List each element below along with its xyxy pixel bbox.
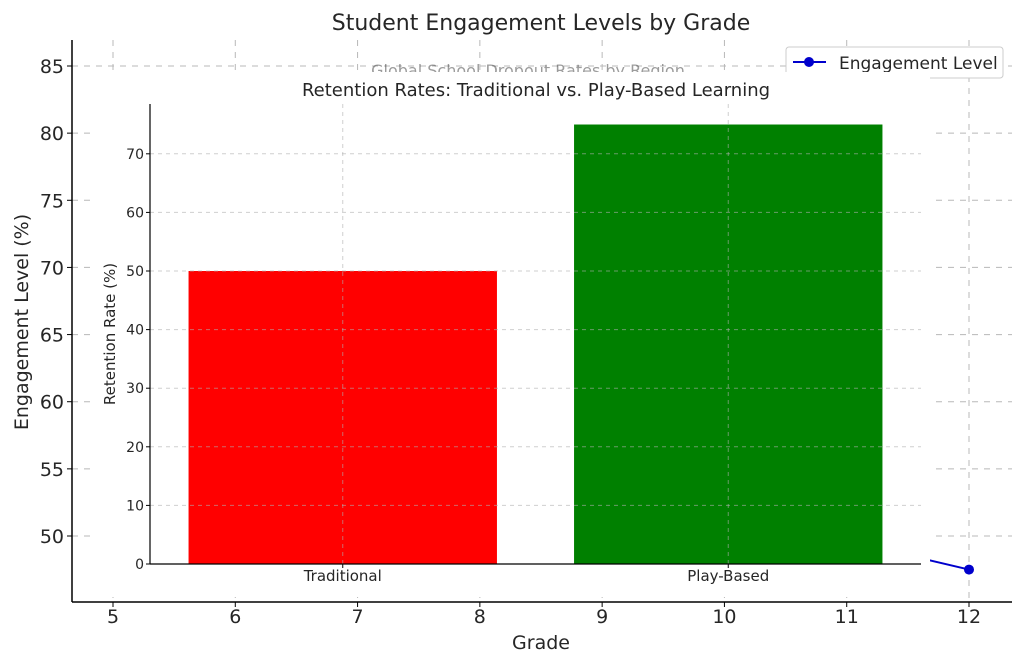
retention-y-axis-label: Retention Rate (%) bbox=[101, 263, 119, 405]
engagement-legend: Engagement Level bbox=[785, 46, 1004, 79]
y-tick-label: 65 bbox=[40, 325, 64, 347]
y-tick-label: 60 bbox=[40, 392, 64, 414]
retention-gridlines bbox=[150, 104, 921, 564]
y-tick-label: 50 bbox=[40, 526, 64, 548]
x-tick-label: Traditional bbox=[303, 567, 382, 585]
y-tick-label: 60 bbox=[126, 205, 144, 221]
engagement-x-ticks: 5 6 7 8 9 10 11 12 bbox=[107, 602, 981, 628]
x-tick-label: 5 bbox=[107, 606, 119, 628]
retention-axes bbox=[149, 104, 921, 565]
engagement-axes bbox=[71, 40, 1012, 603]
y-tick-label: 40 bbox=[126, 323, 144, 339]
x-tick-label: 10 bbox=[712, 606, 736, 628]
engagement-y-axis-label: Engagement Level (%) bbox=[11, 214, 33, 430]
y-tick-label: 70 bbox=[40, 257, 64, 279]
x-tick-label: Play-Based bbox=[687, 567, 769, 585]
engagement-y-ticks: 50 55 60 65 70 75 80 85 bbox=[40, 56, 72, 548]
retention-chart: Retention Rates: Traditional vs. Play-Ba… bbox=[93, 72, 930, 597]
y-tick-label: 20 bbox=[126, 440, 144, 456]
engagement-x-axis-label: Grade bbox=[512, 632, 570, 654]
x-tick-label: 12 bbox=[957, 606, 981, 628]
y-tick-label: 0 bbox=[135, 557, 144, 573]
y-tick-label: 30 bbox=[126, 381, 144, 397]
engagement-chart-title: Student Engagement Levels by Grade bbox=[332, 11, 751, 36]
y-tick-label: 70 bbox=[126, 147, 144, 163]
x-tick-label: 9 bbox=[596, 606, 608, 628]
y-tick-label: 10 bbox=[126, 498, 144, 514]
y-tick-label: 55 bbox=[40, 459, 64, 481]
retention-y-ticks: 0 10 20 30 40 50 60 70 bbox=[126, 147, 150, 573]
y-tick-label: 80 bbox=[40, 123, 64, 145]
retention-chart-title: Retention Rates: Traditional vs. Play-Ba… bbox=[302, 80, 770, 101]
x-tick-label: 8 bbox=[474, 606, 486, 628]
y-tick-label: 85 bbox=[40, 56, 64, 78]
legend-label: Engagement Level bbox=[839, 54, 998, 74]
x-tick-label: 11 bbox=[835, 606, 859, 628]
engagement-data-point bbox=[964, 564, 974, 575]
retention-x-ticks: Traditional Play-Based bbox=[303, 564, 769, 585]
x-tick-label: 6 bbox=[229, 606, 241, 628]
y-tick-label: 75 bbox=[40, 190, 64, 212]
legend-marker-icon bbox=[804, 57, 814, 67]
x-tick-label: 7 bbox=[352, 606, 364, 628]
y-tick-label: 50 bbox=[126, 264, 144, 280]
